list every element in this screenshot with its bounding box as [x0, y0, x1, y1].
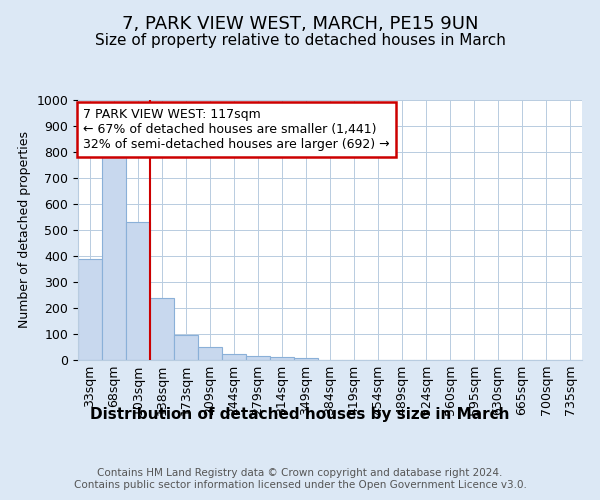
Text: Size of property relative to detached houses in March: Size of property relative to detached ho… — [95, 32, 505, 48]
Bar — [222, 354, 246, 360]
Bar — [126, 222, 150, 360]
Y-axis label: Number of detached properties: Number of detached properties — [18, 132, 31, 328]
Bar — [270, 358, 294, 360]
Bar — [150, 298, 174, 360]
Text: Distribution of detached houses by size in March: Distribution of detached houses by size … — [90, 408, 510, 422]
Bar — [294, 358, 318, 360]
Text: 7 PARK VIEW WEST: 117sqm
← 67% of detached houses are smaller (1,441)
32% of sem: 7 PARK VIEW WEST: 117sqm ← 67% of detach… — [83, 108, 389, 151]
Bar — [78, 258, 102, 360]
Bar — [174, 336, 198, 360]
Bar — [246, 356, 270, 360]
Text: 7, PARK VIEW WEST, MARCH, PE15 9UN: 7, PARK VIEW WEST, MARCH, PE15 9UN — [122, 15, 478, 33]
Bar — [198, 347, 222, 360]
Text: Contains HM Land Registry data © Crown copyright and database right 2024.
Contai: Contains HM Land Registry data © Crown c… — [74, 468, 526, 490]
Bar — [102, 144, 126, 360]
